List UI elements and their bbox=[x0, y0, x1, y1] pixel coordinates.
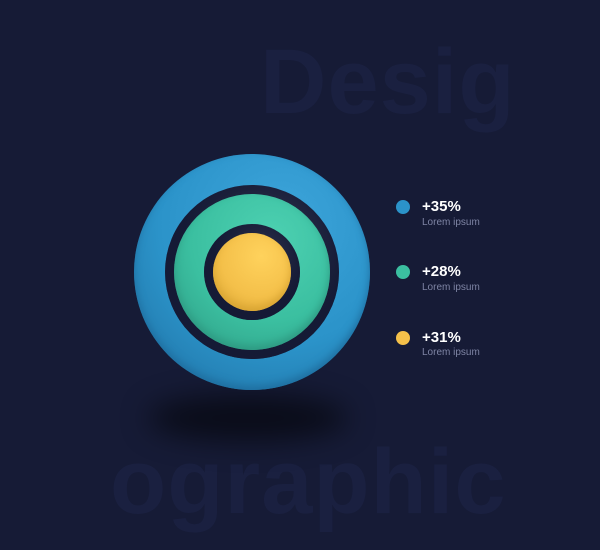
legend-value-3: +31% bbox=[422, 329, 480, 348]
legend-sub-1: Lorem ipsum bbox=[422, 217, 480, 230]
legend-text-1: +35% Lorem ipsum bbox=[422, 198, 480, 229]
legend-value-2: +28% bbox=[422, 263, 480, 282]
bg-word-1: Desig bbox=[260, 30, 516, 135]
legend-dot-3 bbox=[396, 331, 410, 345]
legend-text-2: +28% Lorem ipsum bbox=[422, 263, 480, 294]
legend: +35% Lorem ipsum +28% Lorem ipsum +31% L… bbox=[396, 198, 480, 360]
legend-dot-2 bbox=[396, 265, 410, 279]
infographic-stage: Desig ographic +35% Lorem ipsum +28% Lor… bbox=[0, 0, 600, 550]
concentric-rings-chart bbox=[134, 154, 370, 390]
legend-sub-2: Lorem ipsum bbox=[422, 282, 480, 295]
legend-item-3: +31% Lorem ipsum bbox=[396, 329, 480, 360]
legend-sub-3: Lorem ipsum bbox=[422, 347, 480, 360]
legend-item-1: +35% Lorem ipsum bbox=[396, 198, 480, 229]
legend-text-3: +31% Lorem ipsum bbox=[422, 329, 480, 360]
legend-value-1: +35% bbox=[422, 198, 480, 217]
ring-inner bbox=[213, 233, 291, 311]
rings-shadow bbox=[148, 395, 348, 441]
legend-dot-1 bbox=[396, 200, 410, 214]
bg-word-2: ographic bbox=[110, 430, 506, 535]
legend-item-2: +28% Lorem ipsum bbox=[396, 263, 480, 294]
